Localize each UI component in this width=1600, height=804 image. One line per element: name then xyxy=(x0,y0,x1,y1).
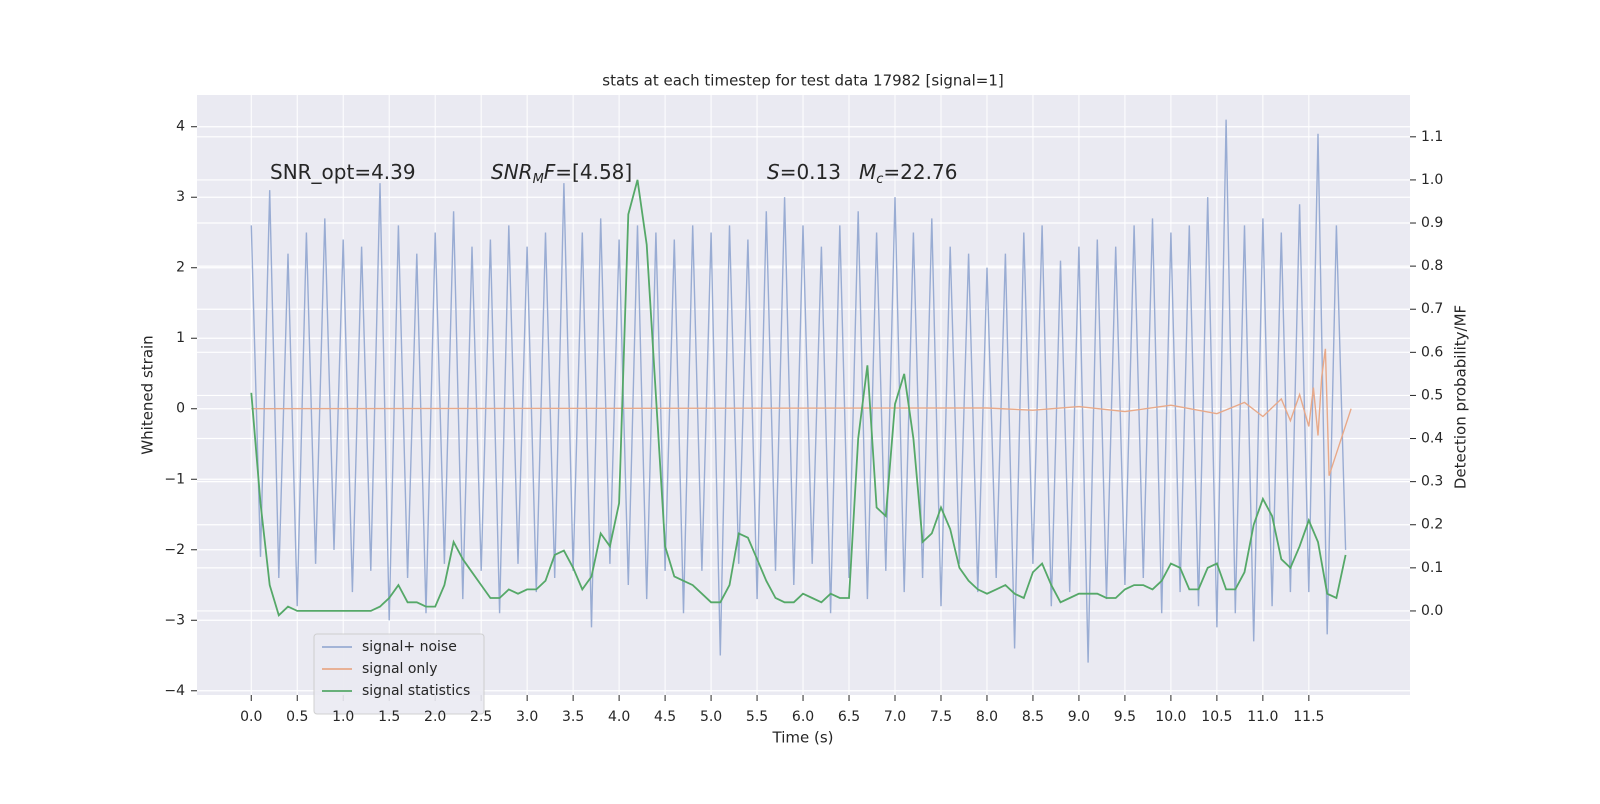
legend-label: signal only xyxy=(362,661,437,677)
x-tick-label: 10.5 xyxy=(1201,709,1232,725)
x-tick-label: 5.5 xyxy=(746,709,768,725)
x-tick-label: 8.5 xyxy=(1022,709,1044,725)
y-tick-label: −3 xyxy=(164,612,185,628)
y2-tick-label: 1.1 xyxy=(1421,129,1443,145)
x-tick-label: 9.0 xyxy=(1068,709,1090,725)
annotation: S=0.13 xyxy=(767,160,841,184)
legend-box xyxy=(313,633,485,715)
y-tick-label: 3 xyxy=(176,189,185,205)
annotation-part: M xyxy=(533,172,544,187)
annotation-part: F xyxy=(544,160,556,184)
x-tick-label: 1.5 xyxy=(378,709,400,725)
y2-tick-label: 0.9 xyxy=(1421,215,1443,231)
y2-tick-label: 0.5 xyxy=(1421,387,1443,403)
annotation-part: S xyxy=(767,160,780,184)
series-line xyxy=(250,119,1347,663)
annotation-part: SNR xyxy=(491,160,533,184)
series-line xyxy=(250,179,1347,617)
annotation: SNRMF=[4.58] xyxy=(491,160,632,187)
x-tick-label: 5.0 xyxy=(700,709,722,725)
annotation-part: =22.76 xyxy=(883,160,957,184)
marks xyxy=(250,119,1352,663)
grid xyxy=(191,95,1416,701)
y-tick-label: 1 xyxy=(176,330,185,346)
y-tick-label: 0 xyxy=(176,401,185,417)
x-axis-label: Time (s) xyxy=(772,729,834,747)
x-tick-label: 4.5 xyxy=(654,709,676,725)
x-tick-label: 3.5 xyxy=(562,709,584,725)
x-tick-label: 7.0 xyxy=(884,709,906,725)
y2-tick-label: 0.3 xyxy=(1421,474,1443,490)
annotation: SNR_opt=4.39 xyxy=(270,160,416,184)
annotation: Mc=22.76 xyxy=(859,160,957,187)
x-tick-label: 2.5 xyxy=(470,709,492,725)
y-tick-label: −1 xyxy=(164,471,185,487)
chart-title: stats at each timestep for test data 179… xyxy=(602,72,1003,90)
annotation-part: =0.13 xyxy=(780,160,841,184)
x-tick-label: 11.5 xyxy=(1293,709,1324,725)
x-tick-label: 3.0 xyxy=(516,709,538,725)
annotation-part: M xyxy=(859,160,876,184)
x-tick-label: 7.5 xyxy=(930,709,952,725)
y2-tick-label: 0.7 xyxy=(1421,301,1443,317)
x-tick-label: 10.0 xyxy=(1155,709,1186,725)
annotation-part: =[4.58] xyxy=(555,160,632,184)
y2-tick-label: 1.0 xyxy=(1421,172,1443,188)
y2-axis-label: Detection probability/MF xyxy=(1452,305,1470,489)
x-tick-label: 2.0 xyxy=(424,709,446,725)
x-tick-label: 0.5 xyxy=(286,709,308,725)
y-tick-label: 2 xyxy=(176,260,185,276)
y2-tick-label: 0.6 xyxy=(1421,344,1443,360)
x-tick-label: 6.5 xyxy=(838,709,860,725)
x-tick-label: 4.0 xyxy=(608,709,630,725)
legend-label: signal+ noise xyxy=(362,639,457,655)
y-axis-label: Whitened strain xyxy=(139,335,157,454)
legend-label: signal statistics xyxy=(362,683,470,699)
x-tick-label: 0.0 xyxy=(240,709,262,725)
y-tick-label: −4 xyxy=(164,683,185,699)
y2-tick-label: 0.2 xyxy=(1421,517,1443,533)
y2-tick-label: 0.0 xyxy=(1421,603,1443,619)
y2-tick-label: 0.8 xyxy=(1421,258,1443,274)
x-tick-label: 1.0 xyxy=(332,709,354,725)
x-tick-label: 9.5 xyxy=(1114,709,1136,725)
legend: signal+ noise signal only signal statistic… xyxy=(313,633,485,715)
annotation-part: SNR_opt=4.39 xyxy=(270,160,416,184)
y-tick-label: −2 xyxy=(164,542,185,558)
annotation-part: c xyxy=(876,172,883,187)
x-tick-label: 6.0 xyxy=(792,709,814,725)
x-tick-label: 11.0 xyxy=(1247,709,1278,725)
series-line xyxy=(251,348,1352,476)
y-tick-label: 4 xyxy=(176,119,185,135)
annotations: SNR_opt=4.39 SNRMF=[4.58] S=0.13 Mc=22.76 xyxy=(270,160,957,187)
y2-tick-label: 0.4 xyxy=(1421,431,1443,447)
x-tick-label: 8.0 xyxy=(976,709,998,725)
y2-tick-label: 0.1 xyxy=(1421,560,1443,576)
